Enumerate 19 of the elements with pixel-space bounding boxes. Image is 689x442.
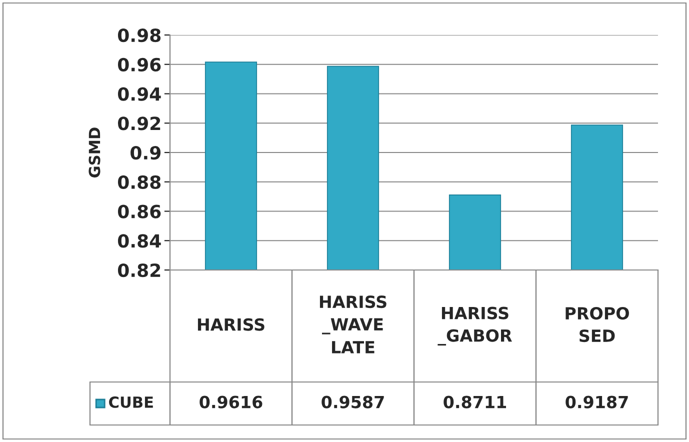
data-label: 0.9587 [322, 396, 384, 408]
data-label: 0.9187 [566, 396, 628, 408]
y-tick-label: 0.92 [118, 116, 160, 130]
y-tick-label: 0.86 [118, 204, 161, 218]
x-tick-label: PROPOSED [566, 307, 629, 342]
y-tick-label: 0.84 [118, 234, 161, 248]
data-label: 0.9616 [200, 396, 262, 408]
y-axis-title: GSMD [88, 128, 100, 178]
y-tick-label: 0.98 [118, 28, 161, 42]
y-tick-label: 0.9 [130, 146, 161, 160]
y-tick-label: 0.82 [118, 263, 160, 278]
y-tick-label: 0.96 [118, 58, 161, 72]
y-tick-label: 0.88 [118, 175, 161, 189]
data-label: 0.8711 [444, 396, 506, 408]
x-tick-label: HARISS [198, 318, 264, 331]
x-tick-label: HARISS_GABOR [438, 306, 512, 346]
y-tick-label: 0.94 [118, 87, 161, 101]
legend-label: CUBE [109, 396, 153, 408]
x-tick-label: HARISS_WAVELATE [320, 296, 386, 354]
